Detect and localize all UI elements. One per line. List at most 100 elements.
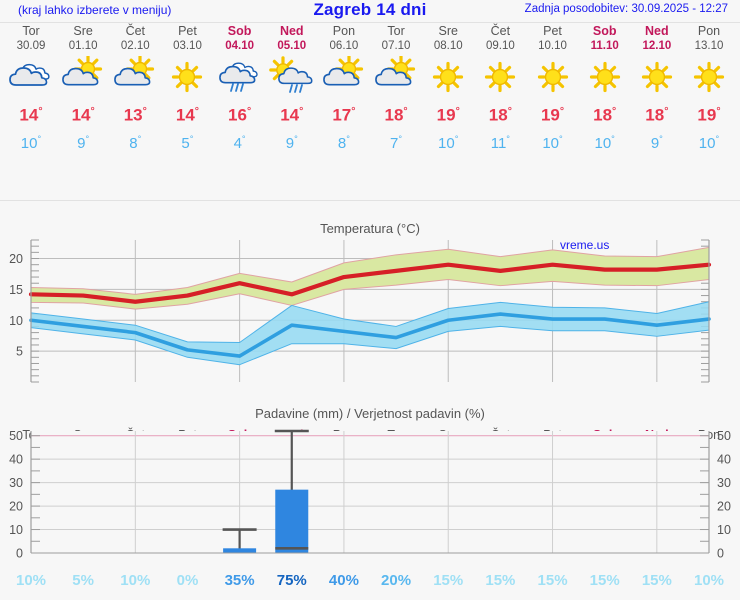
forecast-day-column[interactable]: Tor 30.09 14° 10° bbox=[5, 24, 57, 155]
precipitation-probability: 20% bbox=[381, 572, 412, 589]
temperature-min: 4° bbox=[233, 133, 246, 152]
precipitation-chart: 0 0 10 10 20 20 30 30 40 40 50 50 bbox=[9, 429, 731, 561]
partly-sunny-icon bbox=[109, 55, 161, 99]
strip-divider bbox=[0, 200, 740, 201]
svg-text:0: 0 bbox=[16, 547, 23, 561]
svg-text:50: 50 bbox=[717, 429, 731, 443]
temperature-max: 14° bbox=[175, 105, 200, 125]
sunny-icon bbox=[422, 55, 474, 99]
precipitation-probability: 15% bbox=[433, 572, 464, 589]
sunny-icon bbox=[579, 55, 631, 99]
forecast-day-column[interactable]: Čet 09.10 18° 11° bbox=[474, 24, 526, 155]
cloudy-icon bbox=[5, 55, 57, 99]
svg-text:30: 30 bbox=[9, 476, 23, 490]
svg-text:40: 40 bbox=[9, 453, 23, 467]
forecast-day-column[interactable]: Sre 01.10 14° 9° bbox=[57, 24, 109, 155]
precipitation-probability: 0% bbox=[176, 572, 199, 589]
temperature-chart: 5 10 15 20 bbox=[9, 239, 712, 383]
menu-hint: (kraj lahko izberete v meniju) bbox=[18, 3, 172, 17]
day-name: Tor bbox=[387, 24, 405, 38]
day-name: Čet bbox=[125, 24, 146, 38]
temperature-min: 9° bbox=[77, 133, 90, 152]
sunny-icon bbox=[474, 55, 526, 99]
forecast-day-column[interactable]: Sre 08.10 19° 10° bbox=[422, 24, 474, 155]
header-bar: (kraj lahko izberete v meniju) Zagreb 14… bbox=[0, 0, 740, 22]
forecast-day-column[interactable]: Pet 10.10 19° 10° bbox=[527, 24, 579, 155]
temperature-min: 10° bbox=[20, 133, 42, 152]
forecast-day-column[interactable]: Tor 07.10 18° 7° bbox=[370, 24, 422, 155]
temperature-min: 5° bbox=[181, 133, 194, 152]
forecast-day-column[interactable]: Ned 12.10 18° 9° bbox=[631, 24, 683, 155]
forecast-day-column[interactable]: Sob 11.10 18° 10° bbox=[579, 24, 631, 155]
svg-text:30: 30 bbox=[717, 476, 731, 490]
precipitation-probability: 5% bbox=[72, 572, 94, 589]
day-date: 08.10 bbox=[433, 40, 463, 52]
day-date: 07.10 bbox=[381, 40, 411, 52]
day-date: 09.10 bbox=[485, 40, 515, 52]
svg-text:0: 0 bbox=[717, 547, 724, 561]
svg-text:10: 10 bbox=[717, 523, 731, 537]
forecast-day-column[interactable]: Pon 06.10 17° 8° bbox=[318, 24, 370, 155]
day-date: 10.10 bbox=[538, 40, 567, 52]
temperature-min: 10° bbox=[594, 133, 615, 152]
forecast-day-column[interactable]: Pet 03.10 14° 5° bbox=[161, 24, 213, 155]
svg-text:20: 20 bbox=[9, 500, 23, 514]
svg-text:20: 20 bbox=[717, 500, 731, 514]
precipitation-probability: 10% bbox=[120, 572, 151, 589]
forecast-day-column[interactable]: Čet 02.10 13° 8° bbox=[109, 24, 161, 155]
sunny-icon bbox=[527, 55, 579, 99]
temperature-min: 10° bbox=[698, 133, 720, 152]
day-name: Tor bbox=[22, 24, 40, 38]
day-name: Pet bbox=[178, 24, 197, 38]
temperature-max: 17° bbox=[332, 105, 356, 125]
day-date: 04.10 bbox=[225, 40, 254, 52]
precipitation-probability: 15% bbox=[641, 572, 672, 589]
precipitation-probability: 35% bbox=[224, 572, 255, 589]
day-date: 01.10 bbox=[68, 40, 98, 52]
sunny-icon bbox=[161, 55, 213, 99]
svg-text:40: 40 bbox=[717, 453, 731, 467]
day-date: 02.10 bbox=[120, 40, 150, 52]
precipitation-probability: 15% bbox=[537, 572, 568, 589]
svg-text:20: 20 bbox=[9, 252, 23, 266]
precipitation-probability: 10% bbox=[693, 572, 725, 589]
day-name: Sob bbox=[227, 24, 252, 38]
day-date: 13.10 bbox=[694, 40, 724, 52]
precipitation-chart-title: Padavine (mm) / Verjetnost padavin (%) bbox=[255, 406, 485, 421]
day-name: Čet bbox=[490, 24, 511, 38]
temperature-max: 16° bbox=[228, 105, 252, 125]
temperature-max: 13° bbox=[123, 105, 147, 125]
forecast-day-column[interactable]: Pon 13.10 19° 10° bbox=[683, 24, 735, 155]
sun-rain-icon bbox=[266, 55, 318, 99]
temperature-max: 14° bbox=[280, 105, 304, 125]
partly-sunny-icon bbox=[370, 55, 422, 99]
svg-text:10: 10 bbox=[9, 314, 23, 328]
last-updated-label: Zadnja posodobitev: 30.09.2025 - 12:27 bbox=[524, 3, 728, 15]
day-name: Sre bbox=[73, 24, 93, 38]
precipitation-probability: 15% bbox=[485, 572, 516, 589]
day-name: Ned bbox=[645, 24, 669, 38]
temperature-max: 18° bbox=[593, 105, 617, 125]
temperature-min: 10° bbox=[438, 133, 459, 152]
day-name: Sob bbox=[592, 24, 617, 38]
day-date: 30.09 bbox=[16, 40, 46, 52]
svg-text:50: 50 bbox=[9, 429, 23, 443]
day-name: Sre bbox=[438, 24, 458, 38]
day-name: Pon bbox=[332, 24, 356, 38]
page-title: Zagreb 14 dni bbox=[313, 0, 427, 19]
daily-forecast-strip: Tor 30.09 14° 10° Sre 01.10 14° 9° Čet 02.10 13… bbox=[0, 24, 740, 189]
day-date: 05.10 bbox=[277, 40, 307, 52]
temperature-min: 9° bbox=[285, 133, 298, 152]
temperature-min: 7° bbox=[390, 133, 403, 152]
forecast-day-column[interactable]: Ned 05.10 14° 9° bbox=[266, 24, 318, 155]
svg-text:10: 10 bbox=[9, 523, 23, 537]
svg-text:15: 15 bbox=[9, 283, 23, 297]
temperature-max: 14° bbox=[71, 105, 95, 125]
temperature-min: 8° bbox=[337, 133, 350, 152]
temperature-max: 19° bbox=[540, 105, 565, 125]
temperature-min: 11° bbox=[490, 133, 511, 152]
watermark: vreme.us bbox=[560, 238, 610, 252]
temperature-min: 10° bbox=[542, 133, 563, 152]
forecast-day-column[interactable]: Sob 04.10 16° 4° bbox=[214, 24, 266, 155]
temperature-max: 19° bbox=[436, 105, 460, 125]
